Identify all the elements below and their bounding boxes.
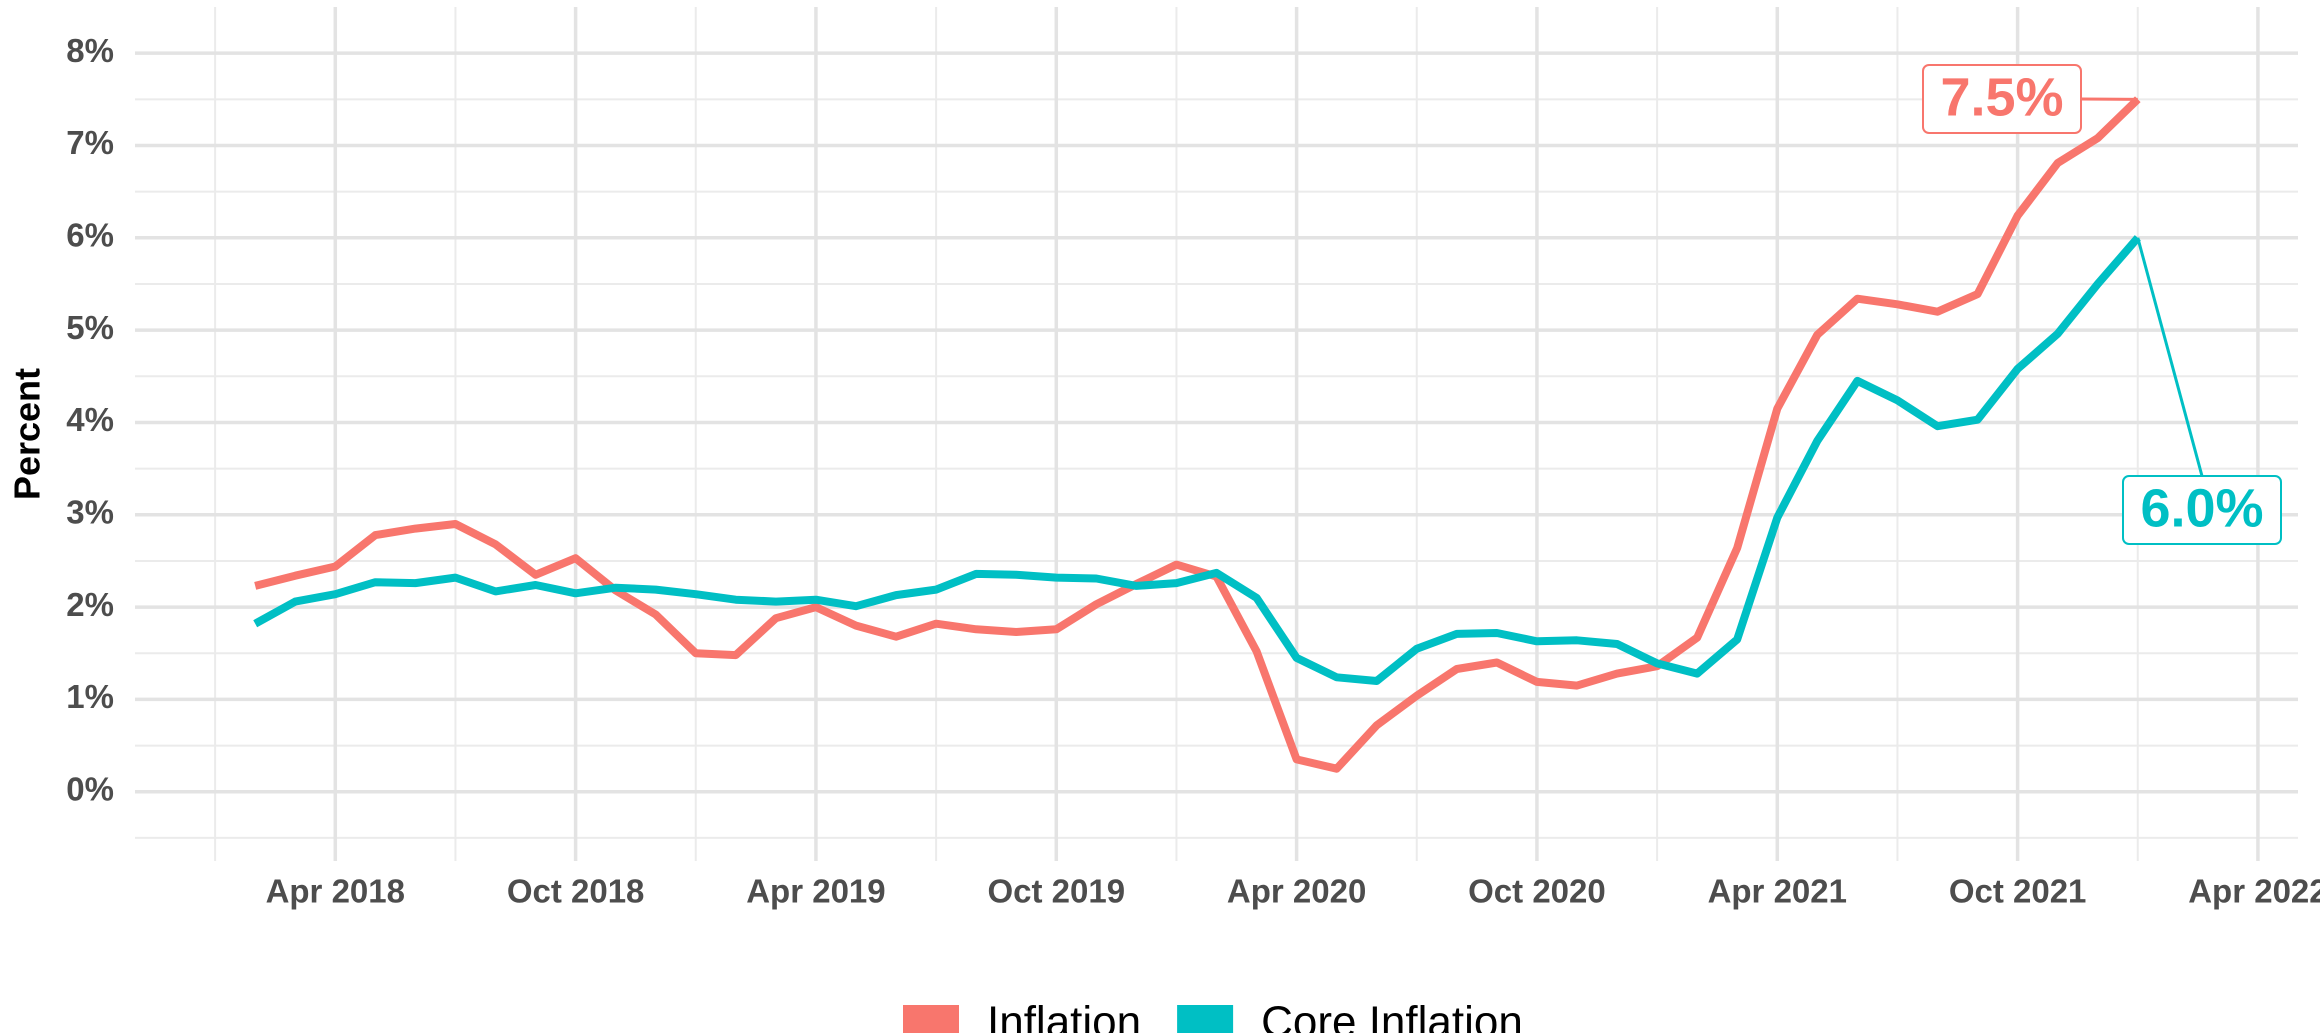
legend-swatch [1177,1005,1234,1033]
label-box [2122,475,2282,545]
y-tick-label: 3% [66,494,114,531]
x-tick-label: Oct 2021 [1949,873,2087,910]
y-axis-label: Percent [7,368,48,500]
end-label: 6.0% [2140,478,2263,538]
legend-swatch [903,1005,959,1033]
end-label: 7.5% [1940,67,2063,127]
x-tick-label: Apr 2018 [266,873,405,910]
x-tick-label: Apr 2021 [1708,873,1847,910]
y-tick-label: 2% [66,586,114,623]
y-tick-label: 1% [66,678,114,715]
y-tick-label: 0% [66,770,114,807]
x-tick-label: Oct 2020 [1468,873,1606,910]
y-tick-label: 8% [66,32,114,69]
y-tick-label: 7% [66,124,114,161]
legend-label: Core Inflation [1261,998,1523,1033]
x-tick-label: Oct 2018 [507,873,645,910]
legend: Inflation Core Inflation [903,998,1523,1033]
x-tick-label: Apr 2020 [1227,873,1366,910]
grid [135,7,2298,861]
y-tick-label: 4% [66,401,114,438]
label-box [1922,64,2082,134]
x-tick-label: Oct 2019 [987,873,1125,910]
label-connector [2136,237,2204,477]
y-tick-label: 6% [66,217,114,254]
line-series [253,235,2141,685]
y-tick-label: 5% [66,309,114,346]
x-tick-label: Apr 2022 [2188,873,2320,910]
legend-label: Inflation [987,998,1141,1033]
line-series [254,96,2141,773]
x-tick-label: Apr 2019 [746,873,885,910]
